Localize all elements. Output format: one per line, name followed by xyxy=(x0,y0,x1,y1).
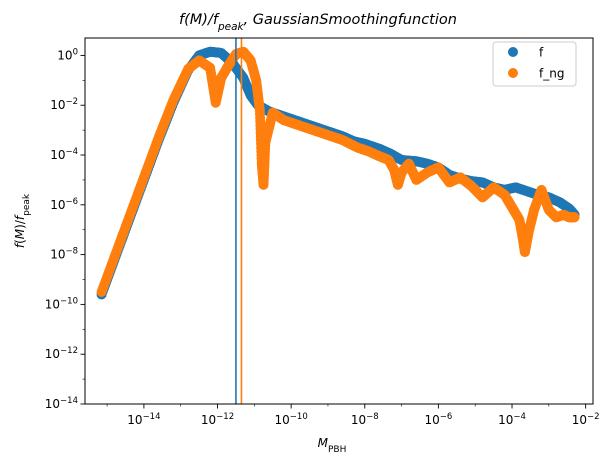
legend: f f_ng xyxy=(492,41,577,87)
series-layer xyxy=(96,46,580,300)
chart-title-rest: , GaussianSmoothingfunction xyxy=(244,12,457,28)
legend-label-f-ng: f_ng xyxy=(539,67,564,81)
legend-marker-f xyxy=(508,47,518,57)
chart-title-text: f(M)/f xyxy=(179,12,220,28)
plot-area xyxy=(85,38,593,404)
series-f-ng xyxy=(96,46,580,297)
legend-label-f: f xyxy=(539,46,544,60)
data-point xyxy=(569,212,580,223)
legend-marker-f-ng xyxy=(508,68,518,78)
chart-title-subscript: peak xyxy=(217,21,245,33)
chart-title: f(M)/fpeak, GaussianSmoothingfunction xyxy=(179,12,457,33)
vertical-lines xyxy=(235,38,243,404)
axes-frame xyxy=(84,37,594,405)
